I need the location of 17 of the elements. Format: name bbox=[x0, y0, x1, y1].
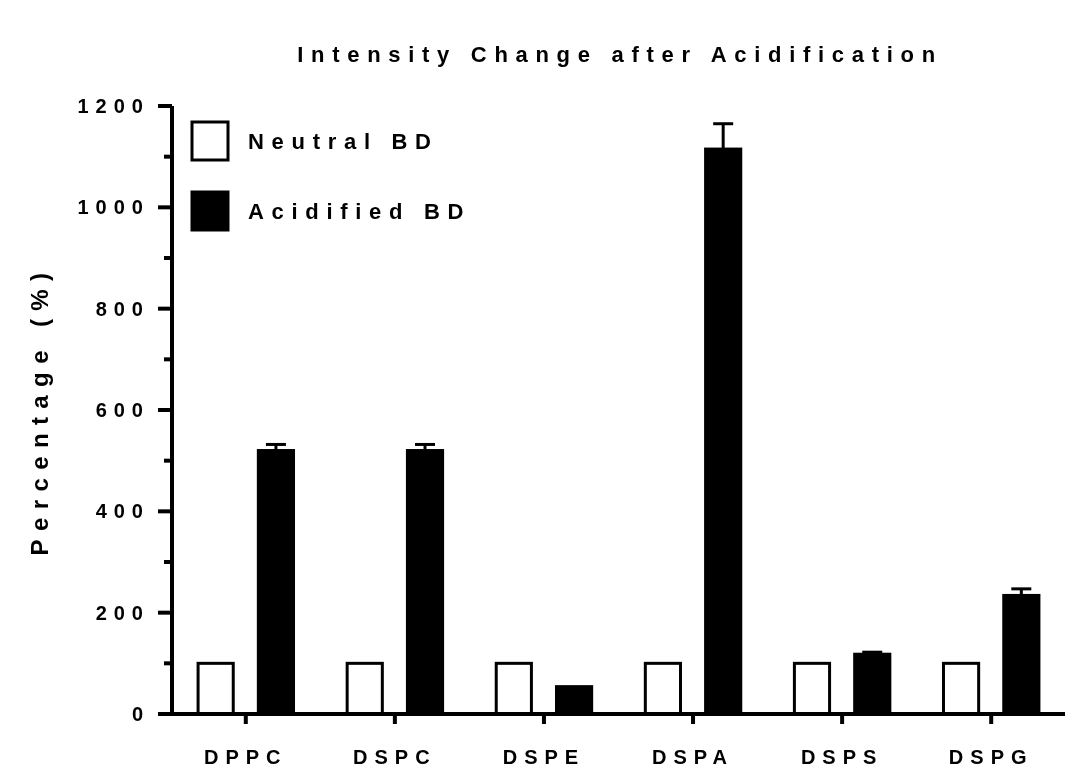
y-tick-label: 1000 bbox=[77, 196, 150, 219]
chart-title: Intensity Change after Acidification bbox=[297, 42, 943, 67]
legend-label: Neutral BD bbox=[248, 128, 439, 154]
y-tick-label: 400 bbox=[95, 500, 150, 523]
x-tick-label: DSPC bbox=[353, 746, 437, 768]
y-tick-label: 200 bbox=[95, 601, 150, 624]
y-tick-label: 800 bbox=[95, 297, 150, 320]
x-tick-label: DSPE bbox=[502, 746, 586, 768]
x-tick-label: DPPC bbox=[204, 746, 288, 768]
y-tick-label: 0 bbox=[131, 703, 150, 725]
y-tick-label: 1200 bbox=[77, 95, 150, 117]
x-tick-label: DSPG bbox=[948, 746, 1034, 768]
legend-label: Acidified BD bbox=[248, 198, 472, 224]
y-axis-title: Percentage (%) bbox=[26, 264, 53, 556]
y-tick-label: 600 bbox=[95, 399, 150, 421]
x-tick-label: DSPA bbox=[651, 746, 735, 768]
x-tick-label: DSPS bbox=[800, 746, 884, 768]
